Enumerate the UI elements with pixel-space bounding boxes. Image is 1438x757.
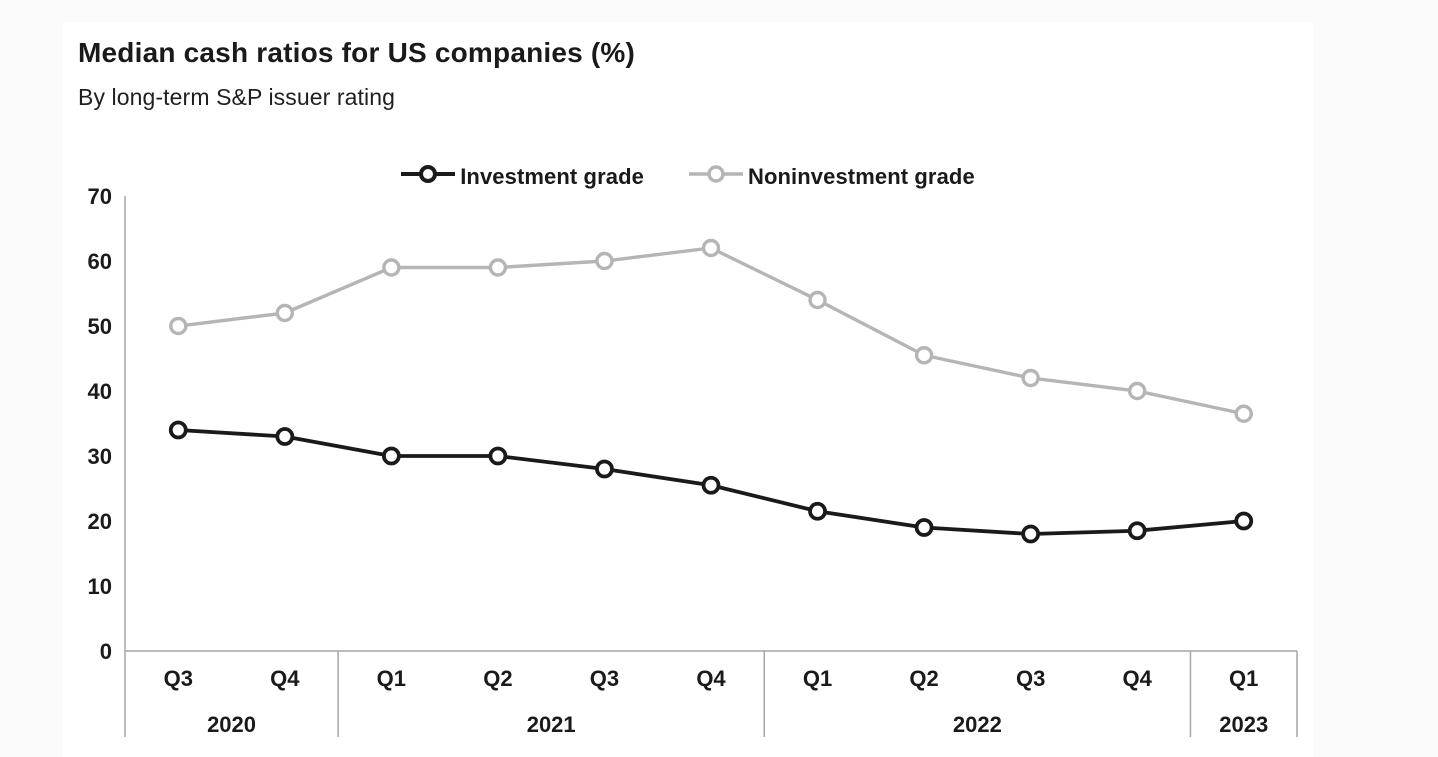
data-point-investment-grade xyxy=(168,420,188,440)
data-point-investment-grade xyxy=(381,446,401,466)
chart-card: Median cash ratios for US companies (%) … xyxy=(63,22,1313,757)
y-axis-tick-label: 20 xyxy=(88,509,112,534)
x-axis-quarter-label: Q3 xyxy=(1016,666,1045,691)
x-axis-quarter-label: Q1 xyxy=(803,666,832,691)
data-point-noninvestment-grade xyxy=(914,346,934,365)
x-axis-year-label: 2020 xyxy=(207,712,256,737)
x-axis-quarter-label: Q3 xyxy=(590,666,619,691)
data-point-noninvestment-grade xyxy=(701,238,721,258)
data-point-noninvestment-grade xyxy=(595,251,614,271)
data-point-investment-grade xyxy=(1127,521,1147,541)
data-point-investment-grade xyxy=(1021,524,1041,544)
x-axis-quarter-label: Q1 xyxy=(1229,666,1258,691)
noninvestment-grade-line-marker-icon xyxy=(688,162,743,191)
data-point-noninvestment-grade xyxy=(275,303,295,323)
chart-title: Median cash ratios for US companies (%) xyxy=(78,37,636,68)
y-axis-tick-label: 50 xyxy=(88,314,112,339)
data-point-noninvestment-grade xyxy=(1021,368,1040,388)
data-point-investment-grade xyxy=(1234,511,1254,531)
data-point-investment-grade xyxy=(488,446,508,466)
chart-legend: Investment grade Noninvestment grade xyxy=(63,162,1313,191)
legend-item-noninvestment-grade: Noninvestment grade xyxy=(688,162,975,191)
x-axis-quarter-label: Q2 xyxy=(909,666,938,691)
chart-subtitle: By long-term S&P issuer rating xyxy=(78,84,396,110)
x-axis-year-label: 2021 xyxy=(527,712,576,737)
legend-item-investment-grade: Investment grade xyxy=(401,162,644,191)
data-point-noninvestment-grade xyxy=(1234,404,1253,423)
y-axis-tick-label: 30 xyxy=(88,444,112,469)
y-axis-tick-label: 0 xyxy=(100,639,112,664)
y-axis-tick-label: 40 xyxy=(88,379,112,404)
data-point-noninvestment-grade xyxy=(488,258,508,277)
y-axis-tick-label: 70 xyxy=(88,184,112,209)
x-axis-quarter-label: Q4 xyxy=(270,666,300,691)
data-point-noninvestment-grade xyxy=(382,258,401,277)
x-axis-quarter-label: Q4 xyxy=(1123,666,1153,691)
data-point-investment-grade xyxy=(595,459,614,479)
data-point-investment-grade xyxy=(275,427,295,446)
x-axis-year-label: 2022 xyxy=(953,712,1002,737)
legend-label-noninvestment-grade: Noninvestment grade xyxy=(747,163,975,189)
y-axis-tick-label: 60 xyxy=(88,249,112,274)
series-line-noninvestment-grade xyxy=(178,246,1245,416)
x-axis-year-label: 2023 xyxy=(1219,712,1268,737)
investment-grade-line-marker-icon xyxy=(401,162,456,191)
data-point-noninvestment-grade xyxy=(808,290,827,310)
y-axis-tick-label: 10 xyxy=(88,574,112,599)
data-point-noninvestment-grade xyxy=(1127,381,1147,401)
data-point-noninvestment-grade xyxy=(169,316,188,336)
legend-label-investment-grade: Investment grade xyxy=(460,163,644,189)
x-axis-quarter-label: Q2 xyxy=(483,666,512,691)
data-point-investment-grade xyxy=(701,475,721,495)
data-point-investment-grade xyxy=(808,501,827,521)
data-point-investment-grade xyxy=(914,518,934,537)
x-axis-quarter-label: Q1 xyxy=(377,666,406,691)
x-axis-quarter-label: Q3 xyxy=(164,666,193,691)
x-axis-quarter-label: Q4 xyxy=(696,666,726,691)
